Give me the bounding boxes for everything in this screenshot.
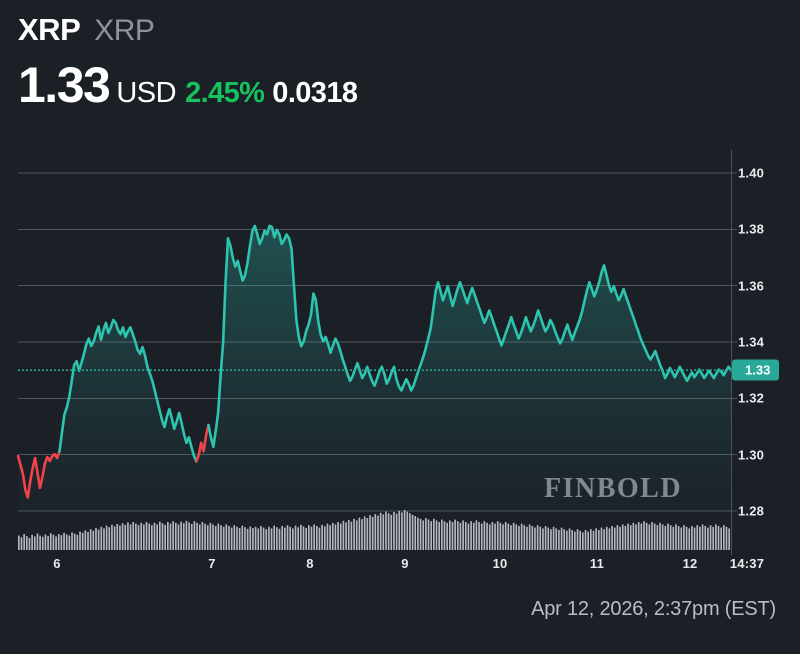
chart-price-line (16, 224, 733, 499)
chart-area-fill (18, 225, 731, 511)
price-change-percent: 2.45% (185, 77, 265, 109)
chart-header: XRP XRP 1.33 USD 2.45% 0.0318 (18, 14, 618, 112)
price-row: 1.33 USD 2.45% 0.0318 (18, 60, 618, 112)
current-price: 1.33 (18, 57, 111, 113)
ticker-symbol: XRP (18, 12, 81, 47)
price-change-absolute: 0.0318 (272, 77, 358, 109)
price-chart-svg[interactable] (0, 140, 800, 560)
price-currency: USD (116, 77, 177, 109)
symbol-row: XRP XRP (18, 14, 618, 54)
chart-plot-area[interactable] (0, 140, 800, 560)
asset-name: XRP (94, 14, 155, 47)
chart-volume-bars (18, 510, 730, 550)
timestamp-label: Apr 12, 2026, 2:37pm (EST) (531, 598, 776, 620)
